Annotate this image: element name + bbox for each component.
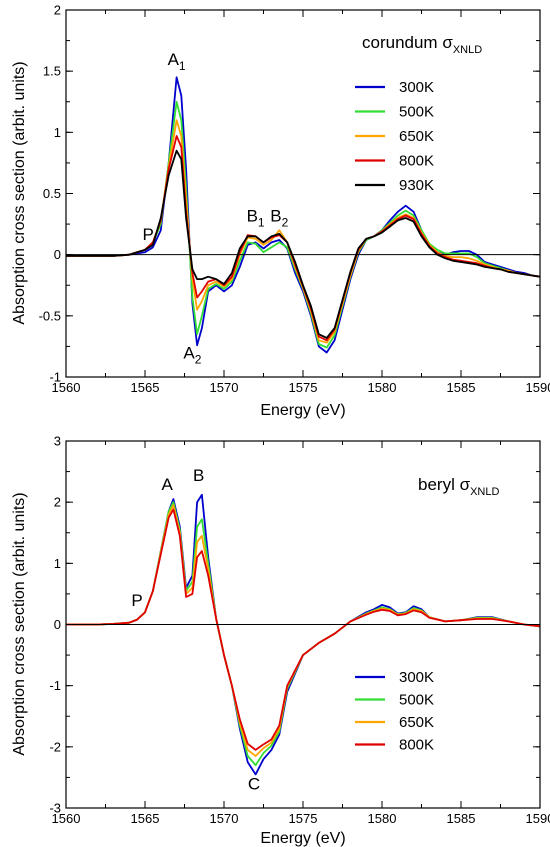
corundum-legend-label-300K: 300K — [399, 79, 434, 96]
beryl-legend-label-800K: 800K — [399, 737, 434, 754]
corundum-x-tick-label: 1575 — [289, 380, 318, 395]
beryl-y-tick-label: 0 — [54, 617, 61, 632]
corundum-x-tick-label: 1585 — [447, 380, 476, 395]
beryl-series-650K — [66, 504, 540, 757]
beryl-y-axis-label: Absorption cross section (arbit. units) — [11, 492, 28, 755]
beryl-legend-label-500K: 500K — [399, 692, 434, 709]
corundum-legend-label-500K: 500K — [399, 104, 434, 121]
corundum-y-tick-label: -1 — [49, 370, 61, 385]
corundum-plot-lines — [66, 76, 540, 354]
beryl-series-500K — [66, 501, 540, 767]
beryl-x-tick-label: 1575 — [289, 811, 318, 826]
corundum-panel: 1560 1565 1570 1575 1580 1585 1590 -1 -0.5 0 0.5 1 1… — [11, 3, 550, 420]
beryl-x-tick-label: 1560 — [52, 811, 81, 826]
corundum-series-930K — [66, 149, 540, 339]
beryl-y-tick-label: 3 — [54, 434, 61, 449]
beryl-legend: 300K 500K 650K 800K — [355, 669, 434, 754]
beryl-x-tick-label: 1585 — [447, 811, 476, 826]
corundum-y-tick-label: 1.5 — [43, 64, 61, 79]
corundum-x-tick-label: 1560 — [52, 380, 81, 395]
beryl-y-tick-label: 1 — [54, 556, 61, 571]
beryl-series-800K — [66, 508, 540, 751]
beryl-y-tick-label: 2 — [54, 495, 61, 510]
corundum-axes: 1560 1565 1570 1575 1580 1585 1590 -1 -0.5 0 0.5 1 1… — [39, 3, 550, 396]
corundum-annotation-P: P — [142, 225, 153, 244]
beryl-x-tick-label: 1570 — [210, 811, 239, 826]
beryl-y-tick-label: -1 — [49, 678, 61, 693]
corundum-x-tick-label: 1565 — [131, 380, 160, 395]
corundum-y-tick-label: 0 — [54, 247, 61, 262]
corundum-x-axis-label: Energy (eV) — [260, 402, 345, 419]
beryl-x-tick-label: 1565 — [131, 811, 160, 826]
corundum-annotation-B1: B1 — [247, 207, 265, 230]
corundum-legend-label-650K: 650K — [399, 128, 434, 145]
beryl-legend-label-650K: 650K — [399, 714, 434, 731]
corundum-plot-frame — [65, 9, 541, 378]
corundum-x-tick-label: 1580 — [368, 380, 397, 395]
beryl-annotation-B: B — [193, 466, 204, 485]
beryl-y-tick-label: -3 — [49, 801, 61, 816]
corundum-title: corundum σXNLD — [362, 33, 482, 56]
corundum-annotations: P A1 A2 B1 B2 — [142, 50, 288, 367]
corundum-series-300K — [66, 76, 540, 354]
beryl-x-tick-label: 1580 — [368, 811, 397, 826]
beryl-x-axis-label: Energy (eV) — [260, 830, 345, 847]
corundum-annotation-B2: B2 — [270, 207, 288, 230]
beryl-series-300K — [66, 493, 540, 776]
corundum-legend-label-800K: 800K — [399, 153, 434, 170]
beryl-y-tick-label: -2 — [49, 739, 61, 754]
beryl-panel: 1560 1565 1570 1575 1580 1585 1590 -3 -2 -1 0 1 2 3 P… — [11, 434, 550, 847]
beryl-annotation-C: C — [248, 775, 260, 794]
corundum-y-tick-label: -0.5 — [39, 308, 61, 323]
corundum-y-axis-label: Absorption cross section (arbit. units) — [11, 61, 28, 324]
beryl-axes: 1560 1565 1570 1575 1580 1585 1590 -3 -2 -1 0 1 2 3 — [49, 434, 550, 827]
beryl-annotation-P: P — [131, 591, 142, 610]
beryl-title: beryl σXNLD — [418, 475, 499, 498]
beryl-plot-lines — [66, 493, 540, 776]
corundum-y-tick-label: 1 — [54, 125, 61, 140]
corundum-legend: 300K 500K 650K 800K 930K — [355, 79, 434, 194]
corundum-x-tick-label: 1590 — [526, 380, 550, 395]
beryl-annotation-A: A — [161, 475, 173, 494]
corundum-series-500K — [66, 100, 540, 349]
corundum-series-650K — [66, 119, 540, 344]
corundum-legend-label-930K: 930K — [399, 177, 434, 194]
beryl-x-tick-label: 1590 — [526, 811, 550, 826]
beryl-annotations: P A B C — [131, 466, 260, 794]
corundum-y-tick-label: 2 — [54, 3, 61, 18]
corundum-x-tick-label: 1570 — [210, 380, 239, 395]
corundum-annotation-A1: A1 — [168, 50, 186, 73]
corundum-annotation-A2: A2 — [183, 344, 201, 367]
corundum-y-tick-label: 0.5 — [43, 186, 61, 201]
beryl-legend-label-300K: 300K — [399, 669, 434, 686]
corundum-series-800K — [66, 135, 540, 342]
